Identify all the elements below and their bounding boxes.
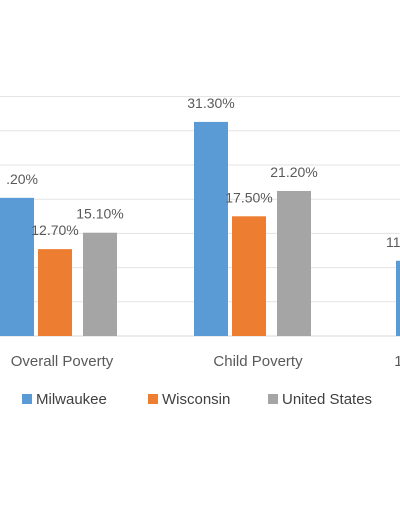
- legend-label: Milwaukee: [36, 391, 107, 408]
- bar-wisconsin: [232, 216, 266, 336]
- bar-milwaukee: [194, 121, 228, 337]
- data-label: 17.50%: [225, 189, 272, 205]
- legend-swatch: [22, 394, 32, 404]
- bar-milwaukee: [396, 260, 400, 336]
- legend: Milwaukee Wisconsin United States: [22, 391, 372, 408]
- bar-united-states: [277, 190, 311, 336]
- legend-label: Wisconsin: [162, 391, 230, 408]
- category-labels: Overall Poverty Child Poverty 11: [11, 353, 400, 370]
- legend-label: United States: [282, 391, 372, 408]
- data-label: 21.20%: [270, 164, 317, 180]
- data-labels: .20% 31.30% 11 12.70% 17.50% 15.10% 21.20%: [6, 95, 400, 250]
- legend-swatch: [148, 394, 158, 404]
- bar-united-states: [83, 232, 117, 336]
- legend-swatch: [268, 394, 278, 404]
- bar-milwaukee: [0, 197, 34, 336]
- category-label: 11: [394, 353, 400, 370]
- data-label: 12.70%: [31, 222, 78, 238]
- data-label: 31.30%: [187, 95, 234, 111]
- bar-wisconsin: [38, 249, 72, 336]
- data-label: .20%: [6, 171, 38, 187]
- data-label: 11: [386, 234, 400, 250]
- category-label: Overall Poverty: [11, 353, 114, 370]
- bars: [0, 121, 400, 337]
- category-label: Child Poverty: [213, 353, 303, 370]
- data-label: 15.10%: [76, 206, 123, 222]
